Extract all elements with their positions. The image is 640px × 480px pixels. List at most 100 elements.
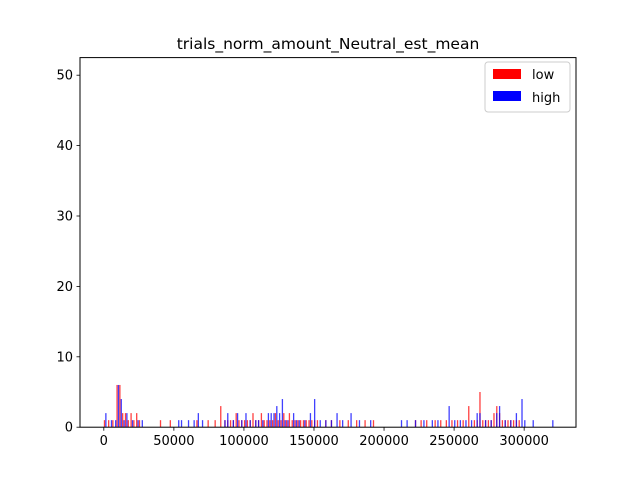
bar-low [507, 420, 509, 428]
bar-high [336, 413, 338, 428]
bar-low [266, 420, 268, 428]
y-tick-label: 30 [56, 210, 73, 225]
y-axis: 0 10 20 30 40 50 [56, 69, 80, 436]
bar-low [462, 420, 464, 428]
bar-high [249, 420, 251, 428]
y-tick-label: 0 [65, 421, 73, 436]
bar-low [280, 420, 282, 428]
bar-high [141, 420, 143, 428]
bar-low [119, 384, 121, 428]
x-tick-label: 300000 [499, 434, 549, 449]
bar-high [358, 420, 361, 428]
bar-high [498, 406, 501, 428]
bar-high [342, 420, 344, 428]
bar-high [115, 420, 117, 428]
bar-low [456, 420, 459, 428]
y-tick-label: 50 [56, 69, 73, 84]
bar-low [487, 420, 490, 428]
bar-high [126, 413, 128, 428]
bar-low [246, 420, 249, 428]
bar-high [504, 420, 506, 428]
bar-low [196, 420, 198, 428]
bar-high [350, 413, 352, 428]
bar-low [311, 420, 313, 428]
bar-low [122, 413, 124, 428]
legend-swatch-low [493, 69, 521, 79]
bar-low [356, 420, 358, 428]
bar-high [448, 406, 450, 428]
bar-low [473, 420, 476, 428]
bar-high [423, 420, 425, 428]
bar-low [420, 420, 422, 428]
bar-low [451, 420, 453, 428]
bar-high [490, 420, 492, 428]
bar-high [479, 413, 481, 428]
bar-high [309, 413, 312, 428]
bar-high [267, 413, 270, 428]
bar-high [552, 420, 554, 428]
bar-low [252, 413, 254, 428]
bar-high [232, 420, 235, 428]
bar-high [278, 413, 281, 428]
bar-high [236, 413, 239, 428]
bar-high [270, 413, 272, 428]
bar-high [187, 420, 190, 428]
bar-low [297, 420, 299, 428]
bar-high [400, 420, 403, 428]
bar-high [241, 420, 243, 428]
bar-high [201, 420, 204, 428]
bar-high [304, 420, 306, 428]
bar-high [292, 413, 295, 428]
bar-low [302, 420, 305, 428]
y-tick-label: 20 [56, 280, 73, 295]
bar-low [512, 420, 515, 428]
bar-high [257, 420, 260, 428]
bar-low [127, 420, 129, 428]
bar-low [138, 420, 141, 428]
bar-high [298, 420, 300, 428]
bar-high [284, 420, 286, 428]
bar-high [431, 420, 433, 428]
bar-high [262, 420, 264, 428]
bar-low [434, 420, 436, 428]
bar-high [123, 420, 125, 428]
bar-high [110, 420, 113, 428]
bar-high [273, 413, 275, 428]
bar-high [515, 413, 518, 428]
bar-low [364, 420, 366, 428]
bar-high [227, 413, 229, 428]
bar-low [288, 413, 291, 428]
bar-high [437, 420, 439, 428]
bar-low [169, 420, 171, 428]
x-tick-label: 50000 [153, 434, 194, 449]
bar-low [159, 420, 162, 428]
bar-low [283, 413, 285, 428]
bar-low [299, 420, 302, 428]
bar-low [285, 420, 288, 428]
bar-low [518, 420, 520, 428]
x-tick-label: 100000 [219, 434, 269, 449]
bar-high [510, 420, 512, 428]
bar-low [482, 420, 484, 428]
bar-high [287, 420, 289, 428]
bar-low [269, 420, 271, 428]
bar-low [207, 420, 209, 428]
bar-low [271, 420, 274, 428]
bar-high [117, 384, 120, 428]
bar-high [281, 399, 284, 428]
bar-low [263, 420, 265, 428]
legend-swatch-high [493, 91, 521, 101]
bar-low [235, 413, 237, 428]
bar-high [105, 413, 107, 428]
bar-high [319, 420, 321, 428]
bar-low [277, 420, 279, 428]
bar-high [197, 413, 199, 428]
bar-high [120, 399, 122, 428]
y-tick-label: 10 [56, 350, 73, 365]
bar-high [521, 399, 523, 428]
bar-low [479, 392, 481, 428]
bar-high [414, 420, 417, 428]
bar-low [501, 420, 504, 428]
bar-low [426, 420, 428, 428]
